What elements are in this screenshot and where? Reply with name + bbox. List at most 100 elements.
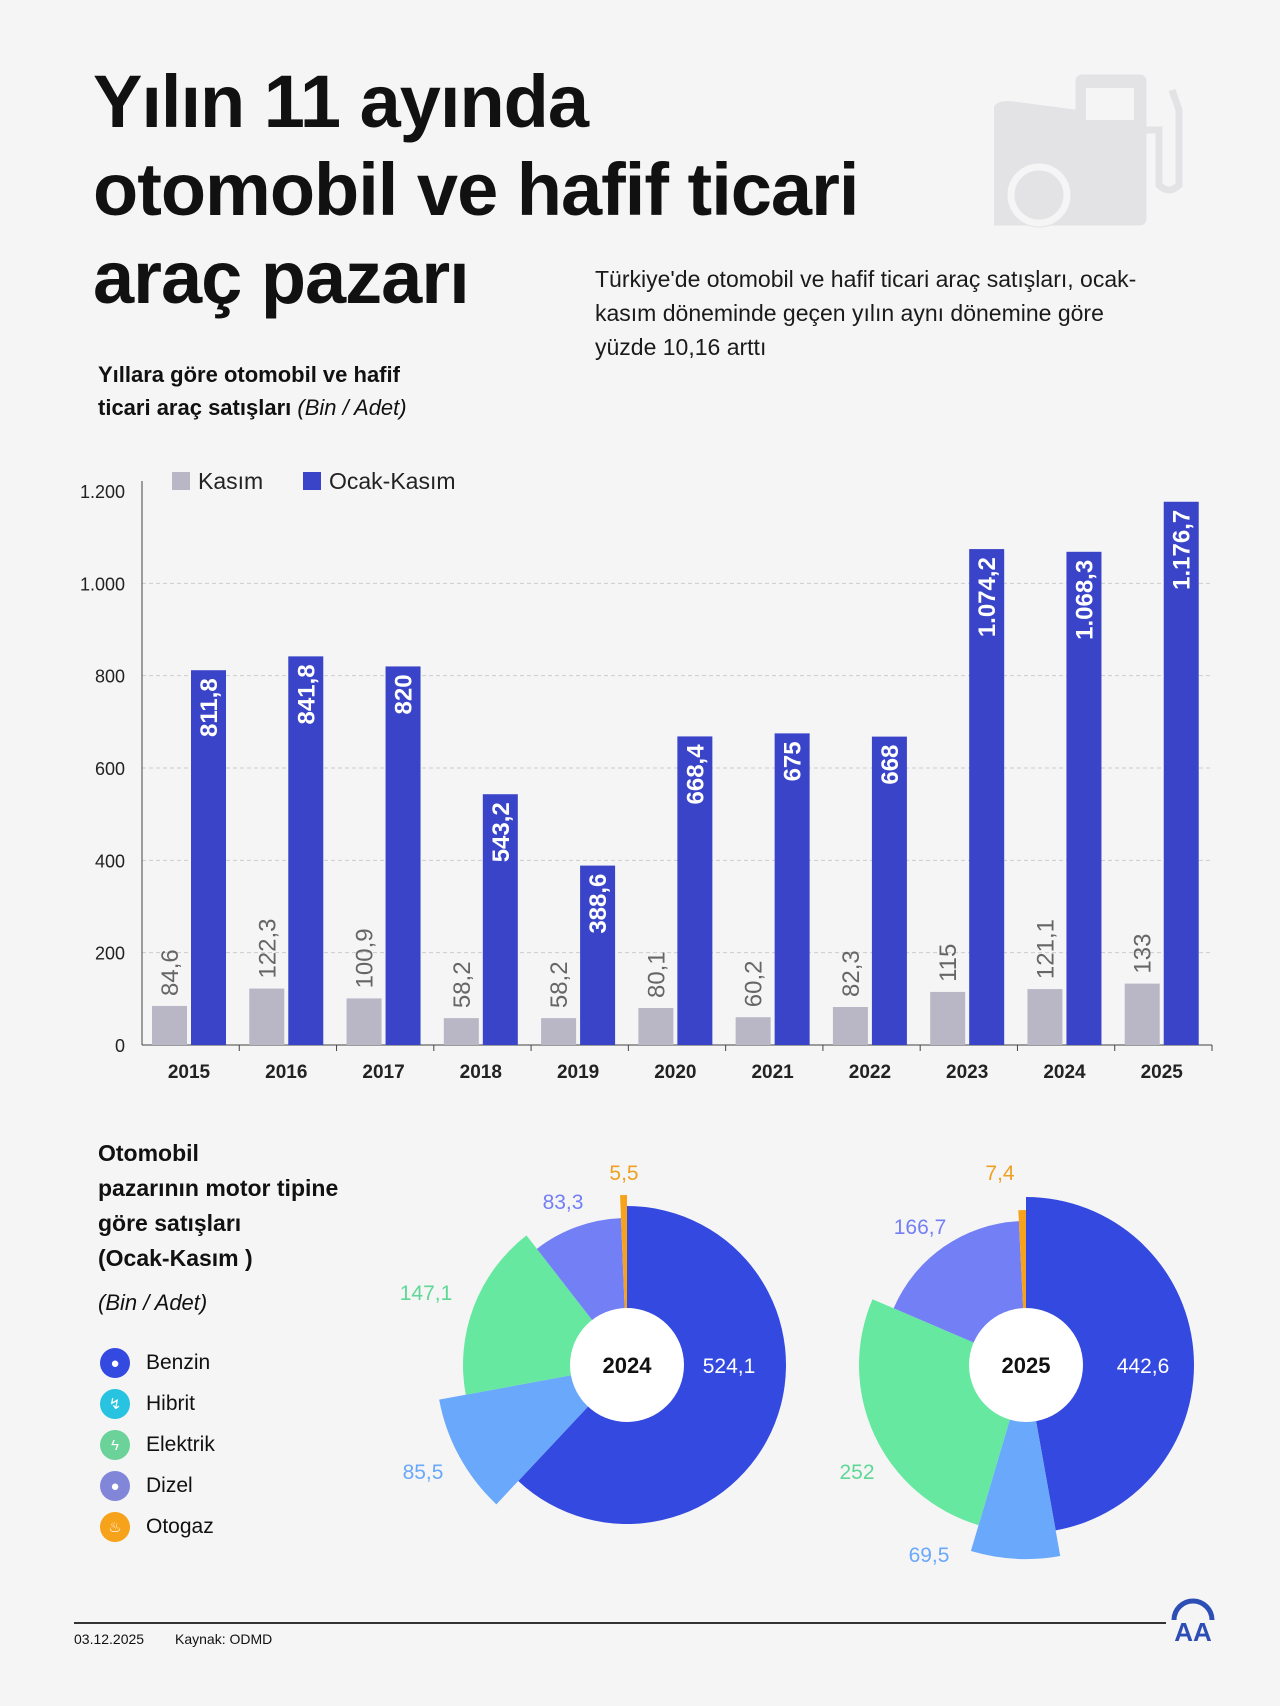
bar-kasim [541, 1018, 577, 1045]
donut-slice-benzin [1026, 1197, 1195, 1531]
legend-item-otogaz: ♨ Otogaz [100, 1512, 214, 1542]
bar-value-label: 121,1 [1032, 919, 1059, 979]
legend-label: Hibrit [146, 1392, 196, 1415]
donut-chart-title: Otomobil pazarının motor tipine göre satış… [98, 1140, 339, 1271]
bar-value-label: 80,1 [643, 951, 670, 998]
legend-item-dizel: ● Dizel [100, 1471, 193, 1501]
hybrid-bolt-icon: ↯ [100, 1389, 130, 1419]
legend-item-elektrik: ϟ Elektrik [100, 1430, 215, 1460]
x-tick-label: 2024 [1043, 1062, 1086, 1083]
bar-value-label: 82,3 [838, 950, 865, 997]
donut-value-label: 147,1 [400, 1282, 453, 1305]
bar-ocak-kasim [1066, 551, 1102, 1045]
x-tick-label: 2016 [265, 1062, 307, 1083]
donut-year-label: 2024 [603, 1353, 653, 1378]
bar-kasim [1027, 989, 1063, 1045]
aa-logo: AA [1171, 1598, 1215, 1644]
x-tick-label: 2023 [946, 1062, 988, 1083]
bar-value-label: 388,6 [585, 874, 612, 934]
bar-ocak-kasim [871, 736, 907, 1045]
legend-swatch [172, 472, 190, 490]
bar-value-label: 58,2 [546, 961, 573, 1008]
bar-value-label: 841,8 [293, 664, 320, 724]
bar-ocak-kasim [191, 670, 226, 1045]
bar-kasim [346, 998, 382, 1045]
donut-value-label: 5,5 [609, 1162, 638, 1185]
donut-hole [969, 1308, 1083, 1422]
bar-value-label: 60,2 [741, 960, 768, 1007]
bar-value-label: 811,8 [196, 678, 223, 737]
bar-kasim [1124, 983, 1160, 1045]
bar-value-label: 115 [935, 944, 962, 982]
x-tick-label: 2015 [168, 1062, 211, 1083]
donut-value-label: 83,3 [543, 1191, 584, 1214]
legend-label: Kasım [198, 468, 263, 494]
bar-ocak-kasim [677, 736, 713, 1045]
y-tick-label: 0 [115, 1036, 125, 1056]
x-tick-label: 2019 [557, 1062, 599, 1083]
bar-ocak-kasim [1163, 501, 1199, 1045]
bar-value-label: 122,3 [254, 918, 281, 978]
bar-value-label: 100,9 [352, 928, 379, 988]
legend-label: Dizel [146, 1474, 193, 1497]
bar-chart-title: Yıllara göre otomobil ve hafif ticari ara… [98, 362, 407, 420]
donut-value-label: 252 [839, 1461, 874, 1484]
bar-ocak-kasim [385, 666, 421, 1045]
y-tick-label: 1.000 [80, 574, 125, 594]
donut-value-label: 69,5 [909, 1544, 950, 1567]
drop-icon: ● [100, 1471, 130, 1501]
page-subtitle: Türkiye'de otomobil ve hafif ticari araç… [595, 266, 1137, 360]
x-tick-label: 2020 [654, 1062, 696, 1083]
footer-source: Kaynak: ODMD [175, 1631, 273, 1647]
bar-ocak-kasim [969, 549, 1005, 1045]
bar-ocak-kasim [774, 733, 810, 1045]
bar-value-label: 84,6 [157, 949, 184, 996]
donut-value-label: 7,4 [985, 1162, 1015, 1185]
donut-value-label: 85,5 [403, 1461, 444, 1484]
bar-value-label: 668,4 [682, 744, 709, 805]
y-tick-label: 1.200 [80, 482, 125, 502]
bar-kasim [832, 1007, 868, 1045]
page-title: Yılın 11 ayında otomobil ve hafif ticari a… [93, 60, 859, 319]
bar-kasim [152, 1005, 187, 1045]
legend-label: Ocak-Kasım [329, 468, 456, 494]
bar-ocak-kasim [288, 656, 324, 1045]
bar-value-label: 1.068,3 [1071, 560, 1098, 640]
flame-icon: ♨ [100, 1512, 130, 1542]
donut-value-label: 442,6 [1117, 1355, 1170, 1378]
donut-year-label: 2025 [1002, 1353, 1051, 1378]
bar-kasim [249, 988, 285, 1045]
donut-value-label: 166,7 [894, 1216, 947, 1239]
legend-label: Otogaz [146, 1515, 214, 1538]
bar-value-label: 543,2 [488, 802, 515, 862]
bar-value-label: 133 [1130, 934, 1157, 974]
donut-hole [570, 1308, 684, 1422]
x-tick-label: 2022 [849, 1062, 891, 1083]
bar-value-label: 1.074,2 [974, 557, 1001, 637]
bar-chart: 0 200 400 600 800 1.000 1.200 84,6 811,8 2015 122,… [80, 468, 1213, 1083]
drop-icon: ● [100, 1348, 130, 1378]
donut-value-label: 524,1 [703, 1355, 756, 1378]
x-tick-label: 2017 [362, 1062, 404, 1083]
legend-label: Elektrik [146, 1433, 215, 1456]
bar-value-label: 1.176,7 [1169, 510, 1196, 590]
y-tick-label: 800 [95, 667, 125, 687]
donut-slice-hibrit [970, 1365, 1061, 1559]
footer-divider [74, 1622, 1166, 1624]
y-tick-label: 600 [95, 759, 125, 779]
x-tick-label: 2021 [751, 1062, 794, 1083]
donut-charts: 2024 524,1 85,5 147,1 83,3 5,5 2025 442,6 69,5 25… [400, 1162, 1195, 1567]
footer-date: 03.12.2025 [74, 1631, 145, 1647]
y-tick-label: 400 [95, 851, 125, 871]
fuel-station-icon [994, 74, 1183, 228]
x-tick-label: 2018 [460, 1062, 502, 1083]
bar-kasim [443, 1018, 479, 1045]
donut-unit: (Bin / Adet) [98, 1290, 208, 1315]
bar-ocak-kasim [482, 794, 518, 1045]
x-tick-label: 2025 [1141, 1062, 1184, 1083]
bar-value-label: 668 [877, 745, 904, 785]
y-tick-label: 200 [95, 944, 125, 964]
bar-kasim [638, 1008, 674, 1045]
legend-label: Benzin [146, 1351, 211, 1374]
svg-text:AA: AA [1174, 1617, 1212, 1644]
